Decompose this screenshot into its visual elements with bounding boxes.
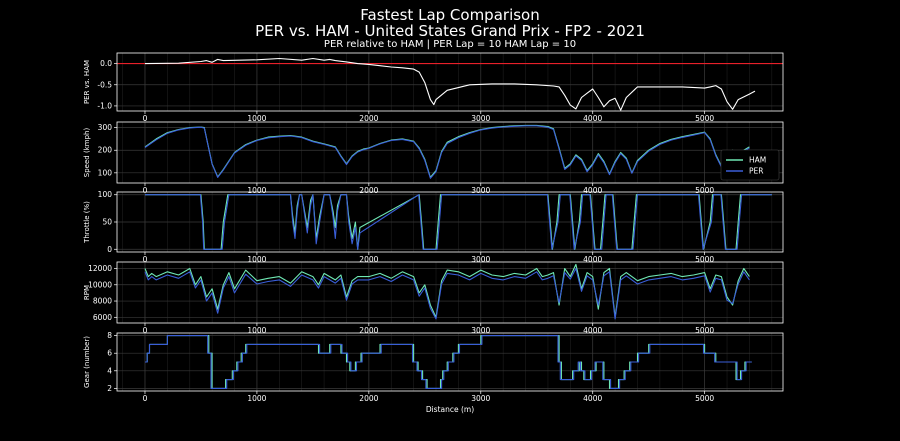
x-tick-label: 5000 [695,326,714,335]
chart-title: Fastest Lap Comparison [360,6,540,24]
y-axis-label: PER vs. HAM [83,60,91,104]
x-tick-label: 0 [143,114,148,123]
x-tick-label: 2000 [359,394,378,403]
y-tick-label: 6 [107,349,112,358]
x-tick-label: 4000 [583,326,602,335]
y-tick-label: 0.0 [100,59,112,68]
y-axis-label: Gear (number) [83,336,91,388]
y-tick-label: 0 [107,245,112,254]
series-line-per [145,335,752,389]
x-tick-label: 2000 [359,114,378,123]
plot-frame [116,121,784,184]
series-line-delta [144,57,756,111]
y-tick-label: 200 [98,146,113,155]
x-tick-label: 4000 [583,114,602,123]
x-tick-label: 0 [143,394,148,403]
x-tick-label: 0 [143,326,148,335]
series-line-per [144,125,750,179]
legend-box [720,149,780,181]
y-tick-label: 8000 [93,297,112,306]
panel-5: 0 1000 2000 3000 4000 5000 2 4 6 8 Gear (number) [83,331,784,403]
x-tick-label: 4000 [583,394,602,403]
panel-4: 0 1000 2000 3000 4000 5000 6000 8000 10000 12000 R… [83,261,784,335]
x-tick-label: 3000 [471,394,490,403]
y-axis-label: Speed (kmph) [83,128,91,178]
legend-label-ham: HAM [749,156,766,165]
x-tick-label: 1000 [247,326,266,335]
x-tick-label: 4000 [583,255,602,264]
x-tick-label: 5000 [695,114,714,123]
x-tick-label: 1000 [247,394,266,403]
x-tick-label: 5000 [695,255,714,264]
panel-1: 0 1000 2000 3000 4000 5000 0.0 -0.5 -1.0 PER vs. … [83,52,784,123]
panel-3: 0 1000 2000 3000 4000 5000 0 50 100 Throttle (%) [83,190,784,264]
plot-frame [116,261,784,324]
y-tick-label: 100 [98,168,113,177]
x-tick-label: 1000 [247,114,266,123]
chart-subtitle: PER relative to HAM | PER Lap = 10 HAM L… [323,39,577,50]
chart-title-line-2: PER vs. HAM - United States Grand Prix -… [255,22,645,40]
x-tick-label: 4000 [583,186,602,195]
series-line-ham [144,124,750,178]
x-tick-label: 1000 [247,186,266,195]
x-tick-label: 3000 [471,326,490,335]
y-tick-label: 6000 [93,313,112,322]
y-axis-label: Throttle (%) [83,201,91,244]
y-tick-label: 8 [107,331,112,340]
y-tick-label: 100 [98,190,113,199]
x-tick-label: 3000 [471,114,490,123]
y-tick-label: 12000 [88,264,112,273]
y-tick-label: 300 [98,123,113,132]
x-tick-label: 0 [143,186,148,195]
y-tick-label: -0.5 [97,80,112,89]
panel-2: 0 1000 2000 3000 4000 5000 100 200 300 Speed (kmp… [83,121,784,195]
y-tick-label: 50 [102,218,112,227]
series-line-ham [144,263,750,318]
x-tick-label: 3000 [471,255,490,264]
plot-frame [116,191,784,253]
x-tick-label: 3000 [471,186,490,195]
y-tick-label: -1.0 [97,101,112,110]
series-line-per [144,267,750,320]
y-tick-label: 4 [107,366,112,375]
legend-label-per: PER [749,167,763,176]
y-tick-label: 10000 [88,280,112,289]
x-axis-label: Distance (m) [426,405,474,414]
plot-frame [116,52,784,112]
x-tick-label: 5000 [695,186,714,195]
x-tick-label: 2000 [359,326,378,335]
x-tick-label: 0 [143,255,148,264]
x-tick-label: 2000 [359,186,378,195]
x-tick-label: 2000 [359,255,378,264]
plot-frame [116,332,784,392]
x-tick-label: 5000 [695,394,714,403]
series-line-per [145,194,772,250]
x-tick-label: 1000 [247,255,266,264]
y-tick-label: 2 [107,384,112,393]
y-axis-label: RPM [83,285,91,300]
